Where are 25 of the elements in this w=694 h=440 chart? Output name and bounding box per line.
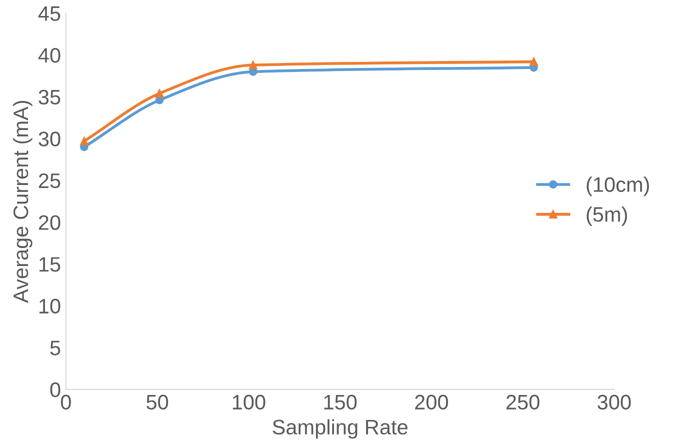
x-tick-label: 200 [415, 394, 448, 410]
legend-label: (5m) [586, 206, 627, 226]
y-tick-label: 20 [38, 215, 60, 230]
y-tick-label: 0 [50, 382, 60, 398]
y-tick-label: 10 [39, 298, 60, 314]
point [155, 89, 164, 98]
y-axis-title: Average Current (mA) [12, 100, 32, 303]
y-tick-label: 25 [38, 173, 60, 188]
x-tick-label: 300 [598, 394, 631, 410]
x-tick-label: 0 [60, 394, 71, 410]
y-tick-label: 35 [38, 90, 60, 105]
x-tick-label: 100 [232, 394, 266, 410]
x-tick-label: 50 [146, 394, 168, 410]
y-tick-label: 5 [50, 340, 60, 356]
x-tick-label: 150 [324, 394, 357, 410]
x-tick-label: 250 [506, 394, 540, 410]
y-tick-label: 30 [38, 132, 60, 146]
point [530, 58, 538, 66]
x-axis-title: Sampling Rate [272, 419, 408, 439]
y-tick-label: 40 [38, 48, 60, 63]
y-tick-label: 15 [39, 257, 60, 272]
point [248, 60, 258, 70]
y-tick-label: 45 [38, 6, 60, 21]
point [80, 136, 88, 146]
legend-label: (10cm) [586, 176, 649, 196]
